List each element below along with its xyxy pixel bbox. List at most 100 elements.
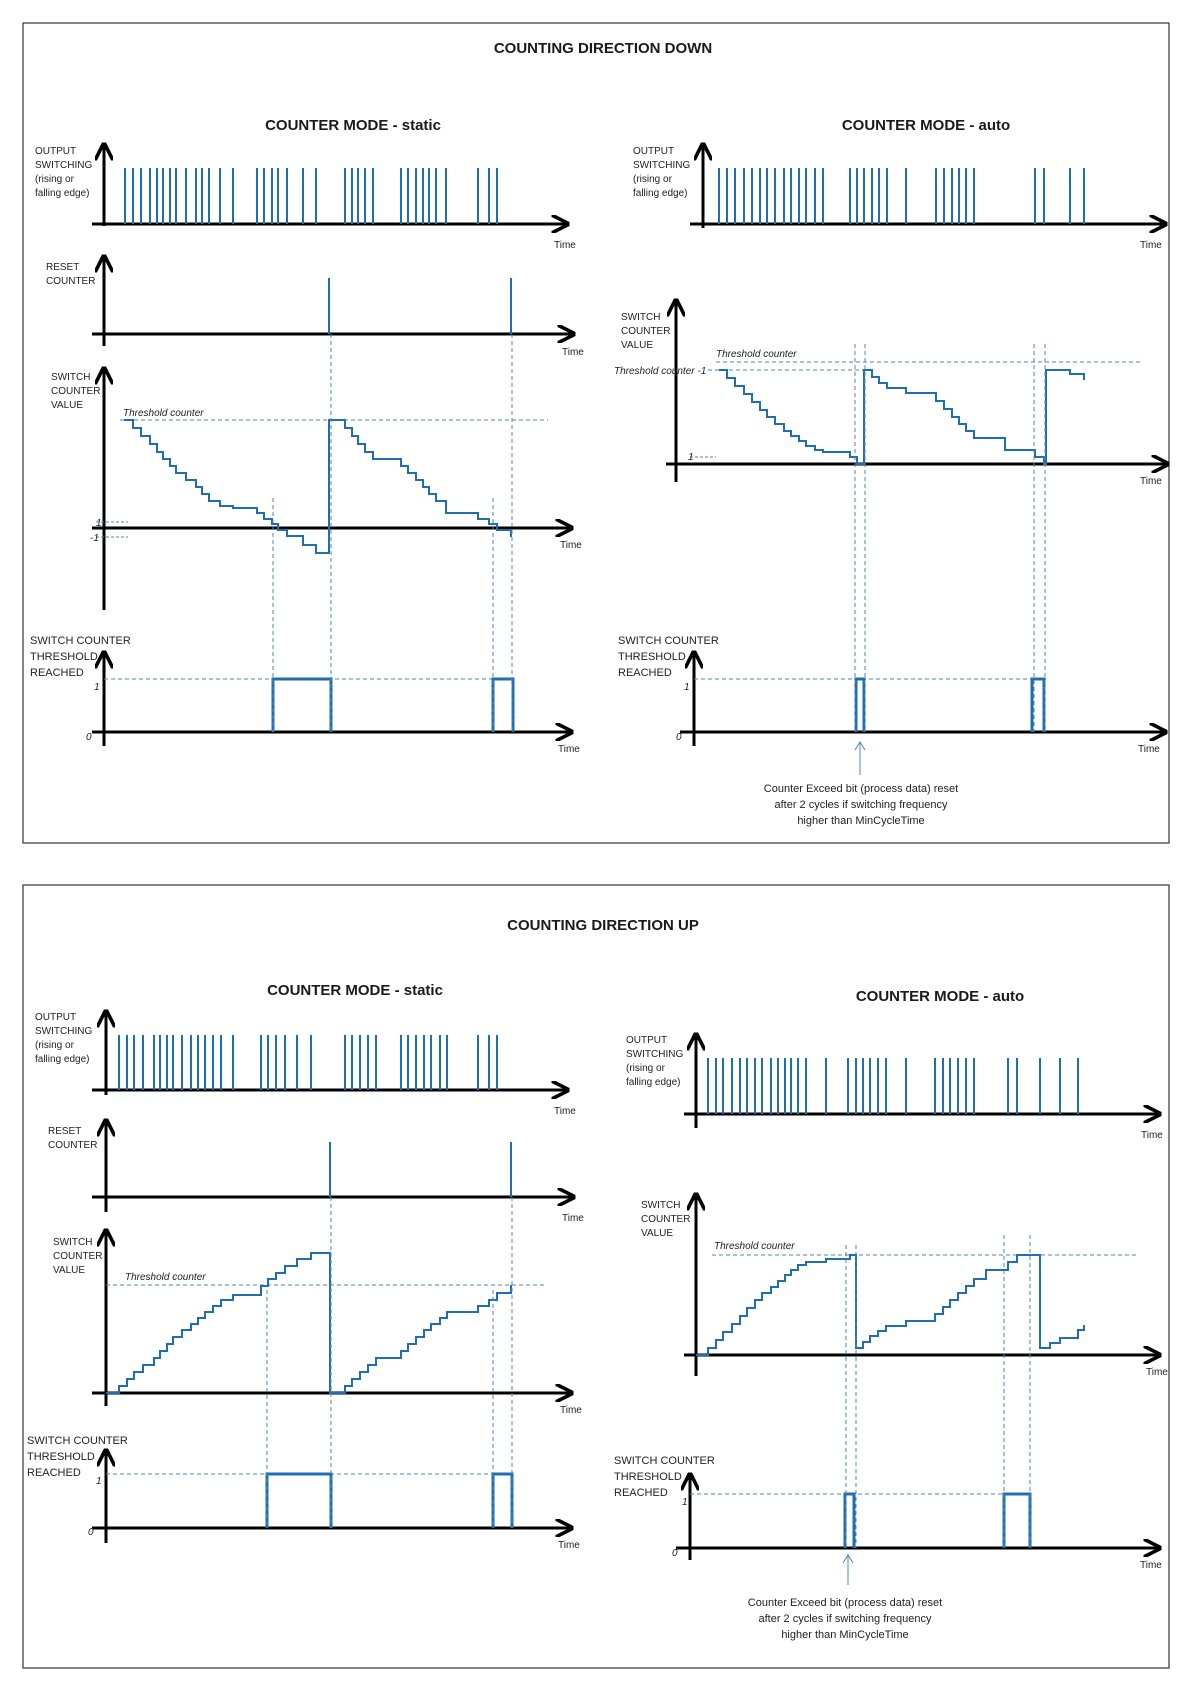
svg-text:falling edge): falling edge) (35, 1054, 89, 1065)
exceed-bit-note: Counter Exceed bit (process data) reset … (748, 1597, 942, 1641)
time-label: Time (1138, 744, 1160, 755)
svg-text:SWITCH COUNTER: SWITCH COUNTER (614, 1455, 715, 1467)
output-pulses (118, 1035, 498, 1090)
note-arrow (854, 741, 866, 775)
mode-title: COUNTER MODE - auto (842, 117, 1010, 134)
svg-text:OUTPUT: OUTPUT (633, 146, 674, 157)
svg-text:Counter Exceed bit (process da: Counter Exceed bit (process data) reset (748, 1597, 942, 1609)
svg-text:(rising or: (rising or (35, 174, 75, 185)
level-one: 1 (684, 682, 690, 693)
time-label: Time (1141, 1130, 1163, 1141)
svg-text:COUNTER: COUNTER (53, 1251, 102, 1262)
threshold-counter-label: Threshold counter (714, 1241, 795, 1252)
output-label: OUTPUT SWITCHING (rising or falling edge… (633, 146, 690, 199)
tick-minus-one: -1 (90, 533, 99, 544)
static-mode-section: COUNTER MODE - static OUTPUT SWITCHING (… (27, 982, 584, 1551)
svg-text:RESET: RESET (48, 1126, 81, 1137)
panel-frame (22, 22, 1170, 844)
svg-text:after 2 cycles if switching f: after 2 cycles if switching frequency (758, 1613, 932, 1625)
svg-text:(rising or: (rising or (35, 1040, 75, 1051)
svg-text:THRESHOLD: THRESHOLD (614, 1471, 682, 1483)
output-label: OUTPUT SWITCHING (rising or falling edge… (35, 146, 92, 199)
level-one: 1 (96, 1476, 102, 1487)
time-label: Time (558, 1540, 580, 1551)
svg-text:REACHED: REACHED (614, 1487, 668, 1499)
reset-pulses (328, 278, 512, 334)
level-zero: 0 (676, 732, 682, 743)
svg-text:COUNTER: COUNTER (641, 1214, 690, 1225)
threshold-reached-trace (265, 1472, 514, 1528)
reached-label: SWITCH COUNTER THRESHOLD REACHED (618, 635, 719, 679)
svg-text:falling edge): falling edge) (35, 188, 89, 199)
mode-title: COUNTER MODE - static (267, 982, 443, 999)
svg-text:OUTPUT: OUTPUT (35, 146, 76, 157)
mode-title: COUNTER MODE - auto (856, 988, 1024, 1005)
counter-value-trace (124, 419, 512, 554)
counter-value-trace (696, 1254, 1085, 1356)
reached-label: SWITCH COUNTER THRESHOLD REACHED (27, 1435, 128, 1479)
threshold-minus-one-label: Threshold counter -1 (614, 366, 706, 377)
svg-text:OUTPUT: OUTPUT (35, 1012, 76, 1023)
svg-text:Counter Exceed bit (process da: Counter Exceed bit (process data) reset (764, 783, 958, 795)
output-axes (92, 1013, 566, 1095)
tick-one: 1 (96, 518, 102, 529)
value-axes (684, 1196, 1158, 1376)
svg-text:SWITCHING: SWITCHING (35, 160, 92, 171)
event-guides (266, 1197, 513, 1528)
svg-text:SWITCH COUNTER: SWITCH COUNTER (618, 635, 719, 647)
svg-text:(rising or: (rising or (626, 1063, 666, 1074)
time-label: Time (558, 744, 580, 755)
svg-text:VALUE: VALUE (51, 400, 83, 411)
time-label: Time (1146, 1367, 1168, 1378)
time-label: Time (554, 1106, 576, 1117)
counter-value-trace (106, 1252, 512, 1394)
threshold-counter-label: Threshold counter (716, 349, 797, 360)
svg-text:SWITCHING: SWITCHING (35, 1026, 92, 1037)
output-pulses (707, 1058, 1079, 1114)
reached-label: SWITCH COUNTER THRESHOLD REACHED (614, 1455, 715, 1499)
mode-title: COUNTER MODE - static (265, 117, 441, 134)
event-guides (272, 334, 513, 732)
value-label: SWITCH COUNTER VALUE (51, 372, 100, 411)
reset-axes (92, 1122, 572, 1212)
value-label: SWITCH COUNTER VALUE (53, 1237, 102, 1276)
svg-text:higher than MinCycleTime: higher than MinCycleTime (797, 815, 924, 827)
reset-label: RESET COUNTER (48, 1126, 97, 1151)
output-label: OUTPUT SWITCHING (rising or falling edge… (35, 1012, 92, 1065)
auto-mode-section: COUNTER MODE - auto OUTPUT SWITCHING (ri… (614, 117, 1166, 827)
svg-text:SWITCH: SWITCH (621, 312, 660, 323)
svg-text:higher than MinCycleTime: higher than MinCycleTime (781, 1629, 908, 1641)
auto-mode-section: COUNTER MODE - auto OUTPUT SWITCHING (ri… (614, 988, 1168, 1641)
svg-text:(rising or: (rising or (633, 174, 673, 185)
svg-text:SWITCHING: SWITCHING (633, 160, 690, 171)
svg-text:VALUE: VALUE (641, 1228, 673, 1239)
value-axes (666, 302, 1166, 482)
svg-text:THRESHOLD: THRESHOLD (30, 651, 98, 663)
threshold-reached-trace (271, 677, 515, 732)
reset-axes (92, 258, 572, 346)
svg-text:REACHED: REACHED (618, 667, 672, 679)
reached-axes (680, 654, 1164, 746)
event-guides (854, 344, 1046, 732)
exceed-bit-note: Counter Exceed bit (process data) reset … (764, 783, 958, 827)
svg-text:REACHED: REACHED (30, 667, 84, 679)
value-label: SWITCH COUNTER VALUE (621, 312, 670, 351)
svg-text:SWITCH: SWITCH (641, 1200, 680, 1211)
output-axes (690, 146, 1164, 228)
event-guides (845, 1235, 1031, 1548)
output-pulses (124, 168, 498, 224)
threshold-counter-label: Threshold counter (125, 1272, 206, 1283)
time-label: Time (562, 347, 584, 358)
tick-one: 1 (688, 452, 694, 463)
output-pulses (718, 168, 1085, 224)
static-mode-section: COUNTER MODE - static OUTPUT SWITCHING (… (30, 117, 584, 755)
svg-text:COUNTER: COUNTER (46, 276, 95, 287)
panel-counting-down: COUNTING DIRECTION DOWN COUNTER MODE - s… (22, 22, 1170, 844)
panel-title: COUNTING DIRECTION DOWN (494, 40, 712, 57)
svg-text:SWITCHING: SWITCHING (626, 1049, 683, 1060)
time-label: Time (560, 540, 582, 551)
svg-text:SWITCH: SWITCH (53, 1237, 92, 1248)
threshold-reached-trace (854, 677, 1046, 732)
svg-text:VALUE: VALUE (621, 340, 653, 351)
time-label: Time (1140, 1560, 1162, 1571)
